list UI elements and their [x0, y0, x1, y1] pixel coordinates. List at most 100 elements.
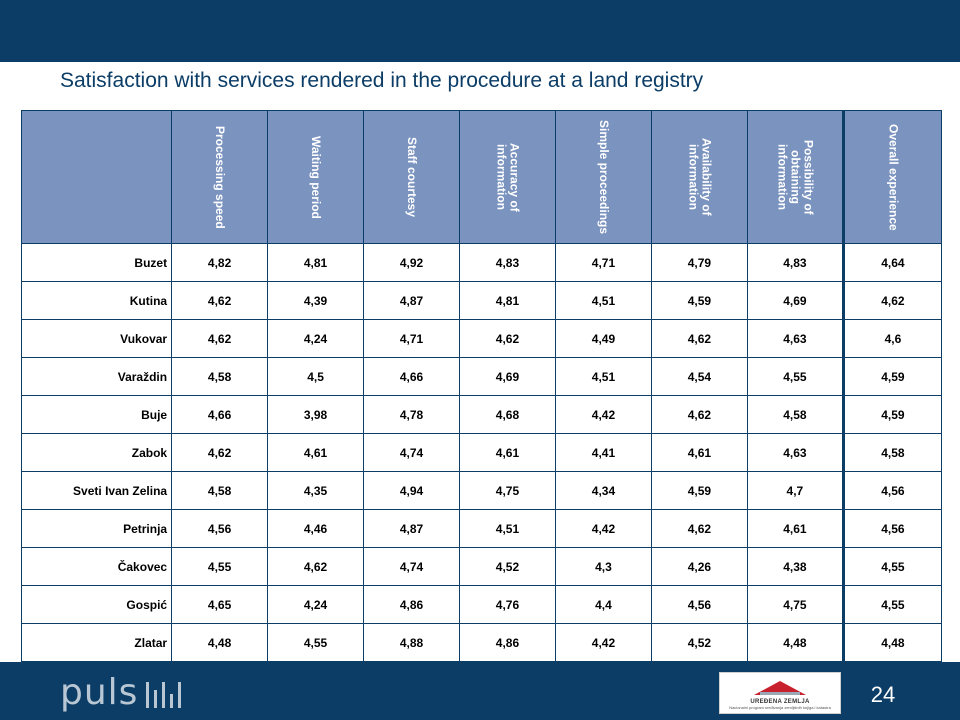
- logo-text: puls: [60, 672, 139, 713]
- page-number: 24: [870, 682, 896, 707]
- table-cell: 4,62: [171, 281, 269, 320]
- table-cell: 4,24: [267, 585, 365, 624]
- row-city-label: Sveti Ivan Zelina: [20, 471, 173, 510]
- table-cell: 4,62: [459, 319, 556, 358]
- table-cell: 4,42: [554, 623, 652, 662]
- table-cell: 4,62: [171, 319, 269, 358]
- table-cell: 4,86: [363, 585, 460, 624]
- column-header: Possibility of obtaining information: [746, 110, 844, 244]
- table-row: Buje 4,66 3,98 4,78 4,68 4,42 4,62 4,58 4,59: [20, 395, 943, 434]
- table-cell: 4,58: [746, 395, 844, 434]
- table-cell: 4,75: [746, 585, 844, 624]
- table-cell: 4,39: [267, 281, 365, 320]
- table-row: Vukovar 4,62 4,24 4,71 4,62 4,49 4,62 4,63 4,6: [20, 319, 943, 358]
- table-cell: 4,34: [554, 471, 652, 510]
- table-row: Varaždin 4,58 4,5 4,66 4,69 4,51 4,54 4,55 4,59: [20, 357, 943, 396]
- table-cell: 4,61: [746, 509, 844, 548]
- column-header: Accuracy of information: [459, 110, 556, 244]
- table-cell: 4,63: [746, 433, 844, 472]
- table-cell: 4,61: [650, 433, 748, 472]
- table-row: Kutina 4,62 4,39 4,87 4,81 4,51 4,59 4,69 4,62: [20, 281, 943, 320]
- partner-name: UREĐENA ZEMLJA: [750, 699, 810, 705]
- row-city-label: Buje: [20, 395, 173, 434]
- uredena-zemlja-logo: UREĐENA ZEMLJA Nacionalni program sređiv…: [719, 672, 841, 714]
- column-header-overall: Overall experience: [841, 110, 943, 244]
- table-cell: 4,3: [554, 547, 652, 586]
- table-cell: 4,52: [650, 623, 748, 662]
- table-cell: 4,48: [171, 623, 269, 662]
- table-cell: 4,59: [650, 471, 748, 510]
- table-cell: 4,51: [554, 281, 652, 320]
- partner-subtitle: Nacionalni program sređivanja zemljišnih…: [729, 705, 831, 710]
- table-cell: 4,55: [841, 547, 943, 586]
- table-cell: 4,71: [363, 319, 460, 358]
- table-cell: 4,56: [650, 585, 748, 624]
- table-cell: 4,58: [841, 433, 943, 472]
- row-city-label: Gospić: [20, 585, 173, 624]
- row-city-label: Petrinja: [20, 509, 173, 548]
- table-cell: 4,71: [554, 243, 652, 282]
- table-cell: 4,68: [459, 395, 556, 434]
- table-row: Sveti Ivan Zelina 4,58 4,35 4,94 4,75 4,34 4,5…: [20, 471, 943, 510]
- table-cell: 4,74: [363, 433, 460, 472]
- table-cell: 4,88: [363, 623, 460, 662]
- puls-logo: puls: [60, 672, 182, 713]
- table-cell: 4,4: [554, 585, 652, 624]
- table-cell: 4,79: [650, 243, 748, 282]
- row-city-label: Zabok: [20, 433, 173, 472]
- table-cell: 4,51: [554, 357, 652, 396]
- table-cell: 4,52: [459, 547, 556, 586]
- table-cell: 4,42: [554, 395, 652, 434]
- slide-title: Satisfaction with services rendered in t…: [0, 62, 960, 100]
- column-header: Waiting period: [267, 110, 365, 244]
- table-cell: 4,83: [746, 243, 844, 282]
- table-cell: 4,62: [650, 319, 748, 358]
- table-cell: 4,65: [171, 585, 269, 624]
- table-cell: 4,82: [171, 243, 269, 282]
- logo-bars-icon: [146, 682, 182, 712]
- table-cell: 4,94: [363, 471, 460, 510]
- table-header-row: Processing speed Waiting period Staff co…: [20, 110, 943, 244]
- table-cell: 4,63: [746, 319, 844, 358]
- table-cell: 4,56: [171, 509, 269, 548]
- table-cell: 4,51: [459, 509, 556, 548]
- table-cell: 4,49: [554, 319, 652, 358]
- table-cell: 4,74: [363, 547, 460, 586]
- table-cell: 4,35: [267, 471, 365, 510]
- table-cell: 4,56: [841, 509, 943, 548]
- table-cell: 4,87: [363, 509, 460, 548]
- table-cell: 4,55: [171, 547, 269, 586]
- results-table: Processing speed Waiting period Staff co…: [20, 110, 943, 662]
- table-cell: 4,54: [650, 357, 748, 396]
- table-cell: 4,24: [267, 319, 365, 358]
- column-header: Availability of information: [650, 110, 748, 244]
- header-corner-cell: [20, 110, 173, 244]
- column-header: Staff courtesy: [363, 110, 460, 244]
- table-cell: 4,46: [267, 509, 365, 548]
- row-city-label: Vukovar: [20, 319, 173, 358]
- table-cell: 4,66: [171, 395, 269, 434]
- table-cell: 4,76: [459, 585, 556, 624]
- table-cell: 4,59: [650, 281, 748, 320]
- roof-base-icon: [760, 692, 800, 695]
- table-cell: 4,61: [459, 433, 556, 472]
- table-cell: 4,58: [171, 357, 269, 396]
- row-city-label: Kutina: [20, 281, 173, 320]
- table-cell: 4,83: [459, 243, 556, 282]
- table-cell: 4,55: [267, 623, 365, 662]
- table-cell: 4,38: [746, 547, 844, 586]
- table-row: Gospić 4,65 4,24 4,86 4,76 4,4 4,56 4,75 4,55: [20, 585, 943, 624]
- column-header: Simple proceedings: [554, 110, 652, 244]
- table-row: Zabok 4,62 4,61 4,74 4,61 4,41 4,61 4,63 4,58: [20, 433, 943, 472]
- table-cell: 4,7: [746, 471, 844, 510]
- table-row: Petrinja 4,56 4,46 4,87 4,51 4,42 4,62 4,61 4,56: [20, 509, 943, 548]
- table-row: Čakovec 4,55 4,62 4,74 4,52 4,3 4,26 4,38 4,55: [20, 547, 943, 586]
- table-cell: 4,62: [841, 281, 943, 320]
- table-row: Zlatar 4,48 4,55 4,88 4,86 4,42 4,52 4,48 4,48: [20, 623, 943, 662]
- table-row: Buzet 4,82 4,81 4,92 4,83 4,71 4,79 4,83 4,64: [20, 243, 943, 282]
- table-cell: 4,56: [841, 471, 943, 510]
- row-city-label: Varaždin: [20, 357, 173, 396]
- table-cell: 4,62: [650, 395, 748, 434]
- table-cell: 4,92: [363, 243, 460, 282]
- table-cell: 4,69: [459, 357, 556, 396]
